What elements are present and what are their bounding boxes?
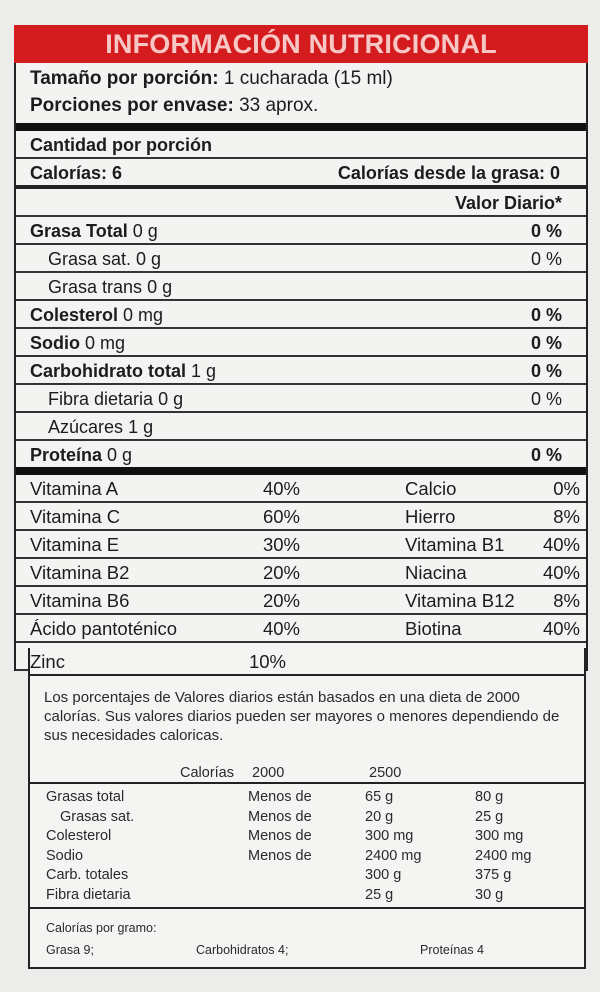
reference-row: Carb. totales 300 g 375 g (46, 867, 512, 883)
label-title: INFORMACIÓN NUTRICIONAL (14, 25, 588, 63)
fat-calories: Grasa 9; (46, 943, 94, 957)
reference-table: Grasas total Menos de 65 g 80 g Grasas sat.… (30, 784, 584, 909)
serving-size: Tamaño por porción: 1 cucharada (15 ml) (30, 68, 393, 89)
vitamin-row: Vitamina A 40% Calcio 0% (16, 475, 586, 503)
serving-info: Tamaño por porción: 1 cucharada (15 ml) … (16, 63, 586, 123)
reference-header: Calorías 2000 2500 (30, 765, 584, 784)
daily-value-disclaimer: Los porcentajes de Valores diarios están… (44, 689, 560, 744)
nutrition-label: INFORMACIÓN NUTRICIONAL Tamaño por porci… (14, 25, 588, 671)
nutrient-row: Azúcares 1 g (16, 413, 586, 441)
reference-row: Grasas sat. Menos de 20 g 25 g (60, 808, 504, 825)
nutrient-row: Grasa trans 0 g (16, 273, 586, 301)
reference-row: Sodio Menos de 2400 mg 2400 mg (46, 847, 532, 864)
vitamin-row: Ácido pantoténico 40% Biotina 40% (16, 615, 586, 643)
thick-divider (16, 123, 586, 131)
protein-calories: Proteínas 4 (420, 943, 484, 957)
reference-row: Fibra dietaria 25 g 30 g (46, 886, 504, 903)
amount-per-serving: Cantidad por porción (16, 131, 586, 159)
nutrition-facts-box: Tamaño por porción: 1 cucharada (15 ml) … (14, 63, 588, 671)
daily-value-header: Valor Diario* (16, 189, 586, 217)
vitamin-row: Vitamina B6 20% Vitamina B12 8% (16, 587, 586, 615)
vitamin-row: Zinc 10% (30, 648, 584, 676)
carb-calories: Carbohidratos 4; (196, 943, 289, 957)
nutrient-row: Sodio 0 mg 0 % (16, 329, 586, 357)
reference-row: Grasas total Menos de 65 g 80 g (46, 789, 504, 805)
nutrient-row: Colesterol 0 mg 0 % (16, 301, 586, 329)
vitamin-row: Vitamina E 30% Vitamina B1 40% (16, 531, 586, 559)
servings-per-container: Porciones por envase: 33 aprox. (30, 95, 319, 116)
footnote-box: Zinc 10% Los porcentajes de Valores diari… (28, 648, 586, 969)
vitamin-row: Vitamina B2 20% Niacina 40% (16, 559, 586, 587)
vitamin-row: Vitamina C 60% Hierro 8% (16, 503, 586, 531)
thick-divider (16, 467, 586, 475)
reference-row: Colesterol Menos de 300 mg 300 mg (46, 828, 524, 844)
calories-per-gram: Calorías por gramo: Grasa 9; Carbohidrat… (30, 909, 584, 967)
calories-row: Calorías: 6 Calorías desde la grasa: 0 (16, 159, 586, 189)
